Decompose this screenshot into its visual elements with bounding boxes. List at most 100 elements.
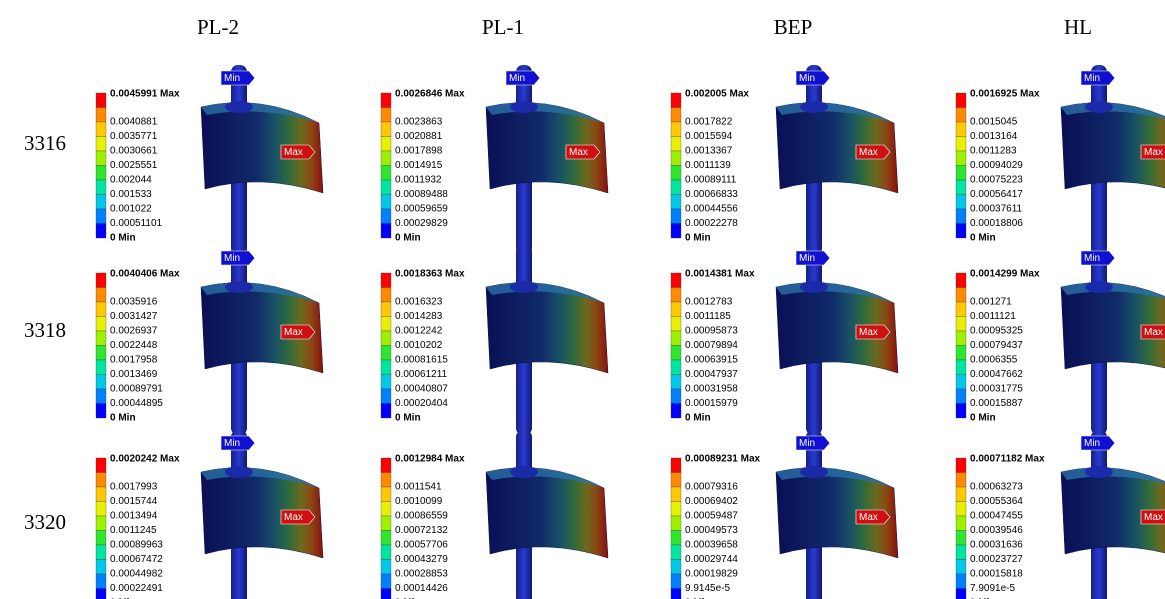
legend-swatch — [956, 195, 966, 210]
hub — [1085, 281, 1113, 293]
legend-swatch — [671, 560, 681, 575]
legend-swatch — [381, 224, 391, 239]
legend-swatch — [381, 404, 391, 419]
legend-swatch — [956, 108, 966, 123]
legend-swatch — [956, 180, 966, 195]
hub — [225, 101, 253, 113]
legend-swatch — [381, 317, 391, 332]
legend-label: 0.00051101 — [110, 218, 163, 229]
column-header: BEP — [774, 15, 813, 39]
legend-swatch — [956, 209, 966, 224]
legend-label: 0.00022491 — [110, 583, 163, 594]
legend-label: 9.9145e-5 — [685, 583, 730, 594]
legend-label: 0.00044982 — [110, 569, 163, 580]
tag-label: Min — [224, 253, 240, 264]
legend-swatch — [956, 302, 966, 317]
result-cell: 0.00071182 Max0.000632730.000553640.0004… — [956, 430, 1165, 599]
legend-label: 0.00056417 — [970, 189, 1023, 200]
legend-swatch — [956, 360, 966, 375]
legend-swatch — [381, 360, 391, 375]
legend-label: 0.0013494 — [110, 511, 158, 522]
legend-swatch — [671, 317, 681, 332]
legend-swatch — [671, 360, 681, 375]
legend-swatch — [671, 195, 681, 210]
legend-label: 0.00023727 — [970, 554, 1023, 565]
legend-swatch — [671, 331, 681, 346]
result-cell: 0.00089231 Max0.000793160.000694020.0005… — [671, 430, 898, 599]
legend-swatch — [381, 180, 391, 195]
legend-label: 0.00059487 — [685, 511, 738, 522]
legend-label: 0 Min — [110, 233, 136, 244]
legend-swatch — [381, 288, 391, 303]
legend-swatch — [956, 346, 966, 361]
legend-label: 0.0026846 Max — [395, 89, 465, 100]
legend-label: 0.00047455 — [970, 511, 1023, 522]
legend-swatch — [671, 302, 681, 317]
legend-label: 0.002044 — [110, 175, 152, 186]
legend-label: 0.0012984 Max — [395, 454, 465, 465]
legend-swatch — [381, 487, 391, 502]
legend-swatch — [96, 151, 106, 166]
legend-label: 0.00061211 — [395, 369, 448, 380]
tag-label: Max — [1144, 147, 1163, 158]
legend-label: 0.0014381 Max — [685, 269, 755, 280]
legend-swatch — [956, 166, 966, 181]
legend-label: 0.0011185 — [685, 311, 731, 322]
legend-swatch — [956, 317, 966, 332]
legend-swatch — [381, 346, 391, 361]
legend-swatch — [671, 458, 681, 473]
legend-swatch — [96, 502, 106, 517]
legend-swatch — [96, 195, 106, 210]
hub — [800, 101, 828, 113]
legend-label: 0.00067472 — [110, 554, 163, 565]
legend-label: 0.00047662 — [970, 369, 1023, 380]
legend-label: 0.001271 — [970, 297, 1012, 308]
tag-label: Max — [569, 147, 588, 158]
legend-label: 0.0014299 Max — [970, 269, 1040, 280]
legend-label: 0.0040881 — [110, 117, 158, 128]
tag-label: Min — [224, 73, 240, 84]
legend-swatch — [96, 166, 106, 181]
legend-label: 0.00031775 — [970, 384, 1023, 395]
legend-swatch — [96, 574, 106, 589]
legend-swatch — [671, 487, 681, 502]
legend-label: 0.00059659 — [395, 204, 448, 215]
hub — [225, 281, 253, 293]
tag-label: Min — [799, 253, 815, 264]
legend-label: 0 Min — [685, 413, 711, 424]
tag-label: Min — [1084, 73, 1100, 84]
legend-label: 0 Min — [395, 233, 421, 244]
legend-label: 0.00044895 — [110, 398, 163, 409]
tag-label: Min — [509, 73, 525, 84]
legend-label: 0 Min — [110, 413, 136, 424]
legend-swatch — [671, 589, 681, 599]
result-cell: 0.0016925 Max0.00150450.00131640.0011283… — [956, 65, 1165, 255]
tag-label: Max — [284, 512, 303, 523]
tag-label: Max — [859, 512, 878, 523]
legend-swatch — [956, 404, 966, 419]
figure: PL-2PL-1BEPHL33160.0045991 Max0.00408810… — [0, 0, 1165, 599]
legend-label: 0.00063273 — [970, 482, 1023, 493]
legend-label: 0.00018806 — [970, 218, 1023, 229]
hub — [225, 466, 253, 478]
blade — [486, 468, 608, 558]
row-label: 3318 — [24, 318, 66, 342]
legend-swatch — [381, 166, 391, 181]
tag-label: Max — [284, 327, 303, 338]
legend-swatch — [381, 93, 391, 108]
legend-label: 0.0025551 — [110, 160, 158, 171]
legend-swatch — [956, 93, 966, 108]
legend-label: 0.0017993 — [110, 482, 158, 493]
legend-swatch — [671, 151, 681, 166]
legend-label: 0.00057706 — [395, 540, 448, 551]
legend-label: 0.0045991 Max — [110, 89, 180, 100]
hub — [1085, 466, 1113, 478]
legend-label: 0 Min — [970, 413, 996, 424]
legend-label: 0.0017822 — [685, 117, 733, 128]
legend-swatch — [956, 473, 966, 488]
legend-swatch — [671, 531, 681, 546]
legend-label: 0.0017958 — [110, 355, 158, 366]
legend-label: 0.0015594 — [685, 131, 733, 142]
legend-label: 0.0018363 Max — [395, 269, 465, 280]
tag-label: Min — [799, 438, 815, 449]
